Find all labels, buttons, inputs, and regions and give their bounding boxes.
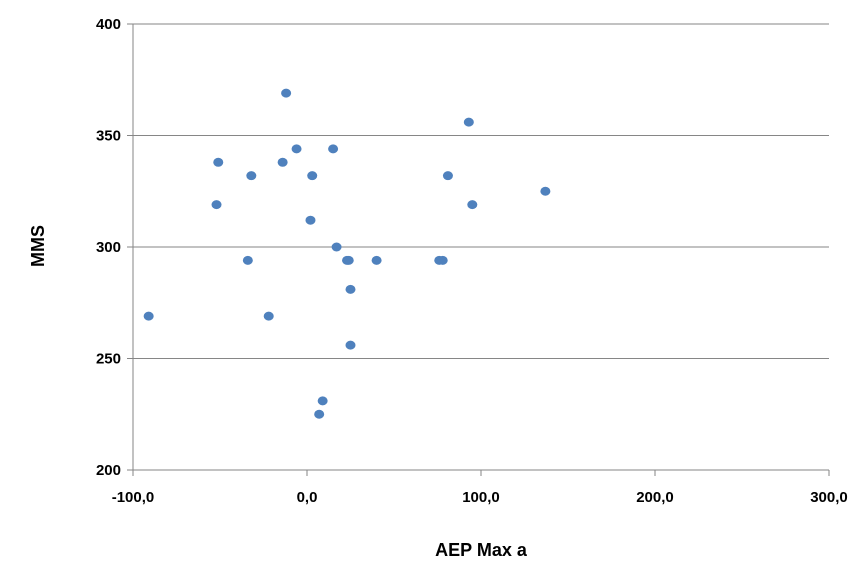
data-point-6	[277, 157, 288, 167]
data-point-10	[307, 171, 318, 181]
data-point-17	[345, 284, 356, 294]
data-point-1	[213, 157, 224, 167]
tick-labels: 200 250 300 350 400 -100,0 0,0 100,0 200,0 300,0	[96, 16, 848, 506]
axes	[127, 23, 830, 476]
data-point-23	[463, 117, 474, 127]
data-point-2	[211, 200, 222, 210]
data-point-11	[314, 409, 325, 419]
data-point-0	[143, 311, 154, 321]
x-tick-label-1: 0,0	[297, 489, 318, 506]
data-point-16	[343, 255, 354, 265]
data-point-3	[242, 255, 253, 265]
y-tick-label-3: 350	[96, 128, 121, 145]
data-point-22	[442, 171, 453, 181]
x-axis-title: AEP Max a	[435, 540, 528, 560]
y-axis-title: MMS	[28, 225, 48, 267]
data-point-12	[317, 396, 328, 406]
data-point-14	[331, 242, 342, 252]
data-point-8	[291, 144, 302, 154]
data-point-5	[263, 311, 274, 321]
y-tick-label-2: 300	[96, 239, 121, 256]
data-points	[143, 88, 551, 419]
data-point-4	[246, 171, 257, 181]
gridlines	[133, 23, 829, 359]
data-point-19	[371, 255, 382, 265]
y-tick-label-0: 200	[96, 462, 121, 479]
data-point-18	[345, 340, 356, 350]
y-tick-label-1: 250	[96, 351, 121, 368]
x-tick-label-2: 100,0	[462, 489, 500, 506]
y-tick-label-4: 400	[96, 16, 121, 33]
x-tick-label-0: -100,0	[112, 489, 155, 506]
data-point-7	[281, 88, 292, 98]
data-point-13	[328, 144, 339, 154]
x-tick-label-3: 200,0	[636, 489, 674, 506]
x-tick-label-4: 300,0	[810, 489, 848, 506]
data-point-24	[467, 200, 478, 210]
data-point-25	[540, 186, 551, 196]
data-point-9	[305, 215, 316, 225]
data-point-21	[437, 255, 448, 265]
